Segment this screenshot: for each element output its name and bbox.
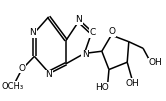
Text: C: C	[90, 28, 96, 37]
Text: O: O	[18, 64, 25, 73]
Text: OH: OH	[125, 79, 139, 88]
Text: HO: HO	[95, 83, 109, 92]
Text: N: N	[82, 50, 88, 59]
Text: OCH₃: OCH₃	[2, 82, 24, 91]
Text: N: N	[45, 70, 52, 79]
Text: O: O	[109, 27, 116, 36]
Text: OH: OH	[149, 58, 163, 67]
Text: N: N	[75, 15, 82, 24]
Text: N: N	[29, 28, 36, 37]
